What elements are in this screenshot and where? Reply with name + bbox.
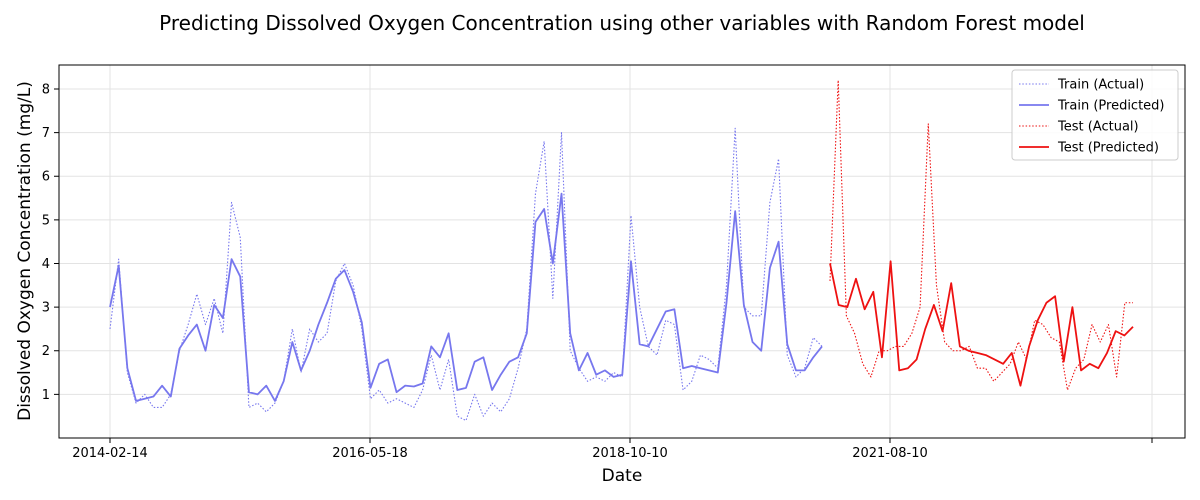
y-axis-label: Dissolved Oxygen Concentration (mg/L) [15,81,35,421]
legend-frame [1011,69,1179,161]
y-tick-label: 8 [42,82,50,97]
legend-label: Test (Predicted) [1057,141,1159,156]
legend-label: Test (Actual) [1057,120,1139,135]
series-line-train-predicted [109,192,823,402]
plot-area-frame [58,64,1186,439]
series-line-train-actual [109,127,823,422]
chart-title: Predicting Dissolved Oxygen Concentratio… [159,11,1085,35]
series-line-test-predicted [829,260,1134,387]
y-axis-ticks: 1 2 3 4 5 6 7 8 [42,82,59,403]
legend-label: Train (Predicted) [1057,99,1165,114]
x-axis-ticks: 2014-02-14 2016-05-18 2018-10-10 2021-08-10 [72,438,1153,461]
series-layer [109,79,1134,422]
y-tick-label: 7 [42,126,50,141]
y-tick-label: 3 [42,301,50,316]
x-tick-label: 2018-10-10 [592,446,668,461]
y-tick-label: 1 [42,388,50,403]
y-tick-label: 6 [42,170,50,185]
legend-label: Train (Actual) [1057,78,1144,93]
y-tick-label: 4 [42,257,50,272]
legend: Train (Actual) Train (Predicted) Test (Act… [1011,69,1179,161]
x-tick-label: 2014-02-14 [72,446,148,461]
y-tick-label: 2 [42,344,50,359]
y-tick-label: 5 [42,213,50,228]
x-tick-label: 2021-08-10 [852,446,928,461]
x-tick-label: 2016-05-18 [332,446,408,461]
x-axis-label: Date [602,466,643,486]
